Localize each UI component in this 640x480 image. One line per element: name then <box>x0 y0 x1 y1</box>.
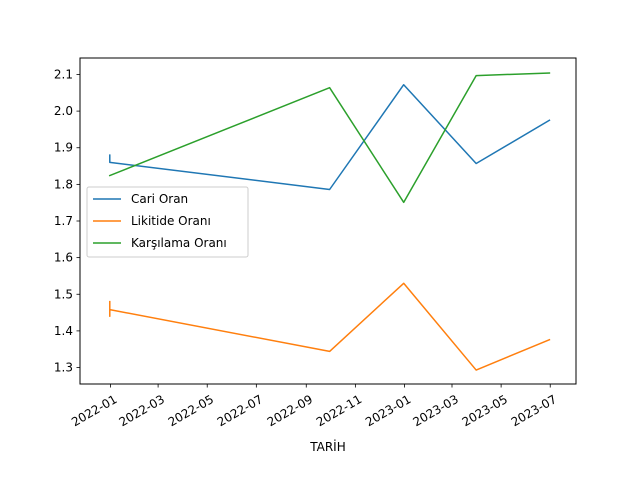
series-line-2 <box>109 282 551 371</box>
y-tick-label: 2.1 <box>54 67 73 81</box>
series-layer <box>108 72 551 371</box>
x-tick-label: 2022-03 <box>117 392 167 429</box>
legend-entry: Cari Oran <box>131 192 188 206</box>
legend-entry: Karşılama Oranı <box>131 236 227 250</box>
x-tick-label: 2023-01 <box>363 392 413 429</box>
x-tick-label: 2023-07 <box>509 392 559 429</box>
y-tick-label: 1.9 <box>54 141 73 155</box>
y-tick-label: 1.7 <box>54 214 73 228</box>
x-axis-label: TARİH <box>309 439 346 454</box>
legend: Cari Oran Likitide Oranı Karşılama Oranı <box>86 186 249 258</box>
y-tick-label: 1.8 <box>54 177 73 191</box>
x-tick-label: 2022-05 <box>166 392 216 429</box>
legend-frame <box>86 186 249 258</box>
x-tick-label: 2023-05 <box>460 392 510 429</box>
y-tick-label: 1.3 <box>54 361 73 375</box>
x-tick-label: 2022-01 <box>69 392 119 429</box>
x-tick-label: 2022-11 <box>314 392 364 429</box>
x-tick-label: 2022-07 <box>215 392 265 429</box>
series-line-3 <box>108 72 551 204</box>
y-axis: 1.3 1.4 1.5 1.6 1.7 1.8 1.9 2.0 2.1 <box>54 67 80 375</box>
series-line-1 <box>109 83 551 191</box>
legend-entry: Likitide Oranı <box>131 214 211 228</box>
x-tick-label: 2022-09 <box>265 392 315 429</box>
x-tick-label: 2023-03 <box>410 392 460 429</box>
y-tick-label: 1.4 <box>54 324 73 338</box>
y-tick-label: 2.0 <box>54 104 73 118</box>
y-tick-label: 1.6 <box>54 251 73 265</box>
y-tick-label: 1.5 <box>54 287 73 301</box>
